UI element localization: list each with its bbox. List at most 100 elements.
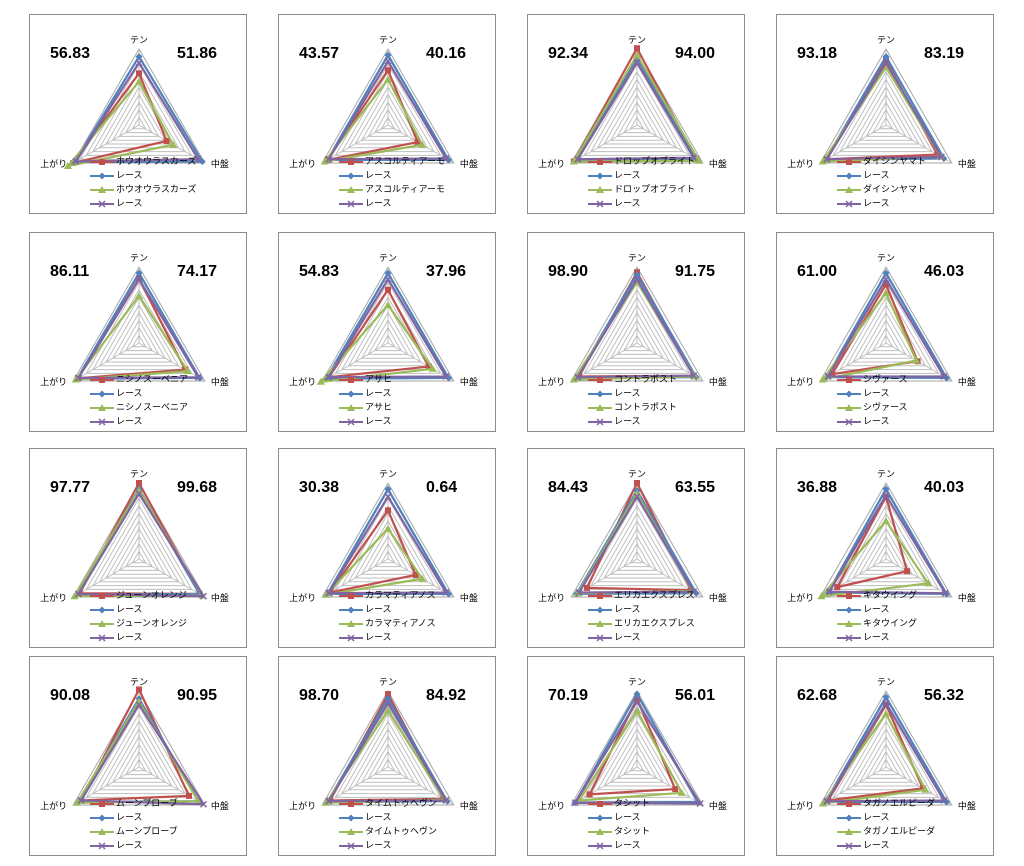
right-value: 90.95: [177, 687, 218, 704]
legend-swatch: [588, 814, 612, 822]
legend-marker: [845, 404, 853, 411]
legend-marker: [845, 620, 853, 627]
series-line: [576, 61, 695, 161]
axis-label: 上がり: [538, 158, 565, 170]
data-point: [574, 155, 582, 163]
legend-label: レース: [365, 841, 392, 851]
series-line: [327, 288, 430, 379]
legend-swatch: [837, 404, 861, 411]
left-value: 56.83: [50, 45, 91, 62]
radar-gridline: [354, 86, 422, 145]
radar-gridline: [367, 743, 409, 779]
radar-gridline: [865, 319, 907, 355]
legend-marker: [846, 377, 852, 383]
data-point: [574, 373, 582, 381]
data-point: [425, 363, 432, 370]
legend-item: シヴァース: [837, 401, 987, 415]
legend-item: ダイシンヤマト: [837, 183, 987, 197]
radar-spoke: [138, 558, 206, 598]
data-point: [418, 140, 427, 148]
radar-gridline: [616, 743, 658, 779]
data-point: [322, 590, 331, 598]
radar-gridline: [92, 504, 186, 587]
legend-swatch: [588, 418, 612, 426]
series-line: [327, 702, 448, 803]
legend-item: タシット: [588, 797, 738, 811]
legend-label: アスコルティアーモ: [365, 157, 445, 167]
legend-item: タイムトゥヘヴン: [339, 825, 489, 839]
radar-spoke: [819, 124, 887, 164]
legend-item: レース: [339, 197, 489, 211]
legend-marker: [596, 404, 604, 411]
radar-spoke: [570, 766, 638, 806]
data-point: [633, 706, 641, 714]
left-value: 97.77: [50, 479, 91, 496]
legend-swatch: [90, 200, 114, 208]
data-point: [634, 695, 640, 702]
radar-gridline: [360, 93, 416, 141]
left-value: 90.08: [50, 687, 91, 704]
series-line: [828, 494, 947, 595]
data-point: [569, 375, 578, 383]
axis-label: 上がり: [40, 800, 67, 812]
legend-marker: [347, 418, 355, 426]
radar-gridline: [347, 512, 429, 583]
legend-marker: [597, 377, 603, 383]
radar-gridline: [590, 70, 684, 153]
data-point: [825, 588, 833, 596]
left-value: 98.70: [299, 687, 340, 704]
legend-label: タイムトゥヘヴン: [365, 799, 437, 809]
left-value: 30.38: [299, 479, 340, 496]
radar-gridline: [603, 304, 671, 363]
legend-swatch: [90, 801, 114, 807]
legend-label: カラマティアノス: [365, 619, 436, 629]
legend-swatch: [837, 814, 861, 822]
legend-marker: [596, 606, 604, 614]
axis-label: 中盤: [460, 592, 478, 604]
legend-marker: [596, 828, 604, 835]
legend-marker: [845, 828, 853, 835]
legend-marker: [98, 172, 106, 180]
data-point: [325, 155, 333, 163]
legend-label: レース: [365, 171, 392, 181]
legend-label: レース: [365, 417, 392, 427]
legend-swatch: [90, 159, 114, 165]
data-point: [829, 371, 836, 378]
data-point: [135, 701, 143, 709]
legend-item: レース: [837, 169, 987, 183]
radar-chart-panel: テン 中盤 上がり 70.19 56.01 タシット レース タシット レース: [527, 656, 745, 856]
legend-item: ニシノスーベニア: [90, 373, 240, 387]
data-point: [442, 372, 450, 380]
axis-label: テン: [379, 35, 397, 46]
radar-spoke: [72, 558, 140, 598]
data-point: [633, 59, 641, 67]
radar-gridline: [845, 512, 927, 583]
legend-item: レース: [90, 197, 240, 211]
legend-label: ホウオウラスカーズ: [116, 157, 197, 167]
chart-legend: アスコルティアーモ レース アスコルティアーモ レース: [339, 155, 489, 211]
radar-gridline: [341, 712, 435, 795]
legend-item: レース: [339, 169, 489, 183]
radar-gridline: [98, 512, 180, 583]
radar-chart-panel: テン 中盤 上がり 98.90 91.75 コントラポスト レース コントラポスト レース: [527, 232, 745, 432]
data-point: [690, 588, 698, 596]
legend-marker: [98, 620, 106, 627]
data-point: [818, 157, 827, 165]
legend-label: タガノエルピーダ: [863, 799, 936, 809]
legend-item: レース: [837, 197, 987, 211]
legend-item: ホウオウラスカーズ: [90, 183, 240, 197]
legend-marker: [845, 200, 853, 208]
axis-label: テン: [628, 35, 646, 46]
axis-label: 上がり: [40, 158, 67, 170]
data-point: [384, 493, 392, 501]
legend-item: エリカエクスプレス: [588, 589, 738, 603]
legend-marker: [845, 172, 853, 180]
radar-gridline: [845, 78, 927, 149]
data-point: [575, 588, 583, 596]
legend-marker: [596, 842, 604, 850]
radar-gridline: [118, 101, 160, 137]
radar-spoke: [570, 558, 638, 598]
